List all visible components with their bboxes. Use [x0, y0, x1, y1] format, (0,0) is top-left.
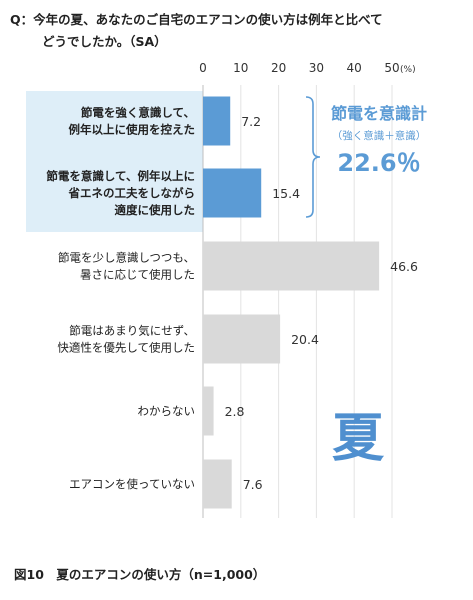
data-label: 20.4 — [291, 332, 319, 347]
data-label: 46.6 — [390, 259, 418, 274]
category-label: 快適性を優先して使用した — [57, 341, 195, 355]
bracket — [305, 96, 321, 218]
question-line-1: Q：今年の夏、あなたのご自宅のエアコンの使い方は例年と比べて — [10, 12, 383, 27]
x-tick-label: 20 — [271, 61, 286, 75]
question-text: Q：今年の夏、あなたのご自宅のエアコンの使い方は例年と比べて どうでしたか。（S… — [10, 9, 465, 53]
x-tick-label: 0 — [199, 61, 207, 75]
annotation-title: 節電を意識計 — [330, 104, 427, 123]
figure-caption: 図10 夏のエアコンの使い方（n=1,000） — [14, 567, 266, 582]
category-label: 節電を意識して、例年以上に — [45, 169, 195, 183]
category-label: 節電を強く意識して、 — [80, 106, 195, 120]
category-label: 例年以上に使用を控えた — [69, 123, 196, 137]
category-label: 省エネの工夫をしながら — [68, 186, 196, 200]
x-tick-label: 40 — [347, 61, 362, 75]
data-label: 7.2 — [241, 114, 261, 129]
bar — [203, 96, 231, 146]
category-label: わからない — [138, 404, 196, 418]
bar — [203, 459, 232, 509]
category-label: 節電を少し意識しつつも、 — [58, 251, 195, 265]
data-label: 15.4 — [272, 186, 300, 201]
annotation-value: 22.6％ — [337, 149, 420, 177]
bar — [203, 386, 214, 436]
x-tick-label: 10 — [233, 61, 248, 75]
category-label: エアコンを使っていない — [69, 477, 195, 491]
data-label: 7.6 — [243, 477, 263, 492]
x-tick-label: 30 — [309, 61, 324, 75]
category-label: 節電はあまり気にせず、 — [69, 324, 195, 338]
bar-chart: 0 10 20 30 40 50 (%) 節電を強く意識して、例年以上に使用を控えた節電を意… — [26, 61, 427, 518]
bar — [203, 241, 380, 291]
highlight-background — [26, 91, 203, 232]
bar — [203, 168, 262, 218]
question-line-2: どうでしたか。（SA） — [42, 34, 167, 49]
x-tick-label: 50 — [384, 61, 399, 75]
annotation-subtitle: （強く意識＋意識） — [332, 129, 427, 142]
unit-label: (%) — [400, 65, 416, 75]
category-label: 暑さに応じて使用した — [80, 268, 195, 282]
data-label: 2.8 — [225, 404, 245, 419]
bar — [203, 314, 281, 364]
category-label: 適度に使用した — [115, 203, 196, 217]
season-watermark: 夏 — [332, 409, 385, 469]
